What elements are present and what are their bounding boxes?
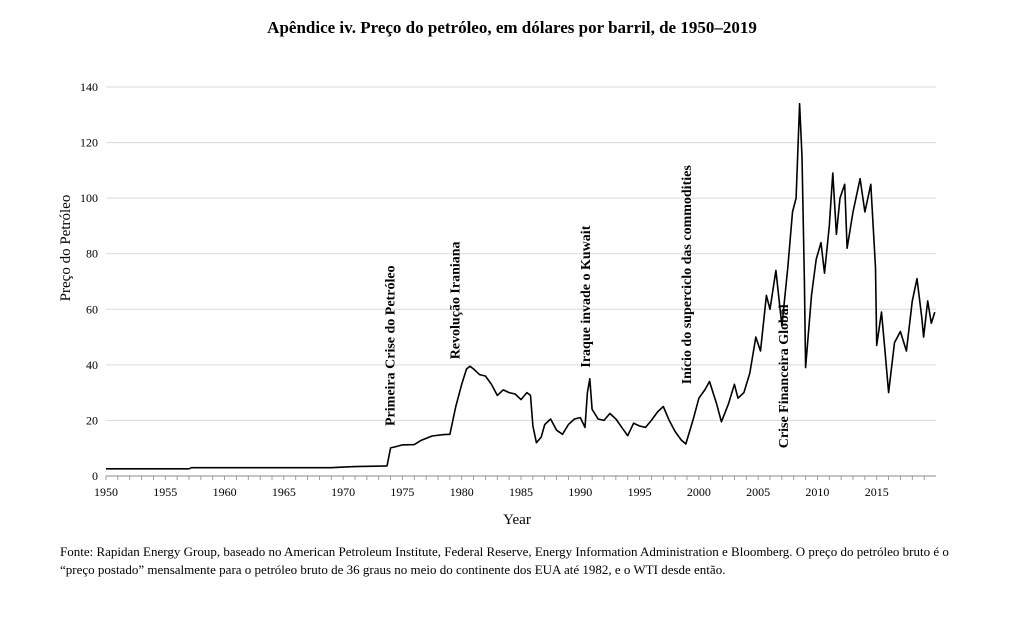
price-series <box>106 102 936 470</box>
y-tick-label: 40 <box>86 358 98 372</box>
y-tick-label: 0 <box>92 469 98 483</box>
x-tick-label: 1955 <box>153 485 177 499</box>
y-tick-label: 140 <box>80 80 98 94</box>
price-line <box>106 102 936 470</box>
x-tick-label: 1980 <box>450 485 474 499</box>
y-tick-label: 100 <box>80 191 98 205</box>
event-annotation: Primeira Crise do Petróleo <box>383 265 398 426</box>
source-note: Fonte: Rapidan Energy Group, baseado no … <box>60 544 949 577</box>
x-tick-label: 2010 <box>805 485 829 499</box>
x-tick-label: 1985 <box>509 485 533 499</box>
x-tick-label: 2005 <box>746 485 770 499</box>
event-annotation: Revolução Iraniana <box>449 241 464 359</box>
oil-price-line-chart: 0 20 40 60 80 100 120 140 1950 1955 1960 1965 1970 19… <box>58 80 936 528</box>
y-tick-label: 120 <box>80 136 98 150</box>
x-tick-label: 1950 <box>94 485 118 499</box>
axes: 0 20 40 60 80 100 120 140 1950 1955 1960 1965 1970 19… <box>80 80 936 499</box>
y-tick-label: 80 <box>86 247 98 261</box>
y-tick-label: 60 <box>86 302 98 316</box>
gridlines <box>106 86 936 421</box>
x-tick-label: 1960 <box>213 485 237 499</box>
y-tick-label: 20 <box>86 413 98 427</box>
x-tick-label: 2000 <box>687 485 711 499</box>
x-tick-label: 1990 <box>568 485 592 499</box>
event-annotation: Início do superciclo das commodities <box>680 165 695 385</box>
x-axis-label: Year <box>503 512 531 528</box>
x-tick-label: 1970 <box>331 485 355 499</box>
x-tick-label: 1995 <box>628 485 652 499</box>
x-tick-label: 1965 <box>272 485 296 499</box>
event-annotation: Crise Financeira Global <box>777 304 792 448</box>
chart-title: Apêndice iv. Preço do petróleo, em dólar… <box>267 18 757 37</box>
event-annotations: Primeira Crise do Petróleo Revolução Iran… <box>383 165 792 449</box>
x-tick-label: 2015 <box>865 485 889 499</box>
event-annotation: Iraque invade o Kuwait <box>579 225 594 367</box>
y-axis-label: Preço do Petróleo <box>58 195 74 302</box>
x-tick-label: 1975 <box>390 485 414 499</box>
